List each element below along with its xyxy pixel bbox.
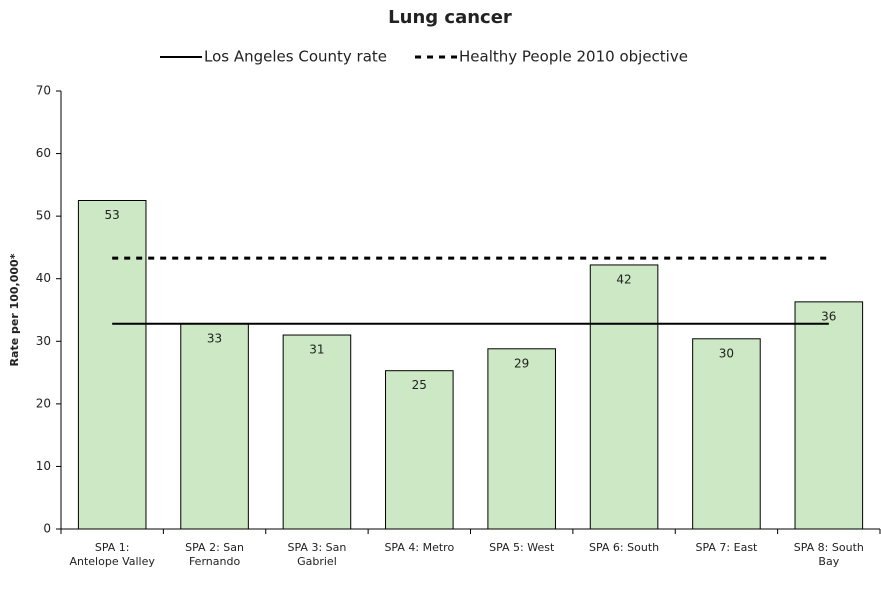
y-tick-label: 30	[36, 334, 51, 348]
x-tick-label: SPA 3: San Gabriel	[287, 541, 347, 568]
data-label: 29	[514, 356, 529, 370]
x-tick-label: SPA 1: Antelope Valley	[69, 541, 155, 568]
bar	[487, 348, 556, 530]
bar	[282, 334, 352, 530]
x-tick-label: SPA 4: Metro	[384, 541, 455, 554]
y-tick-label: 10	[36, 459, 51, 473]
x-tick-label: SPA 6: South	[589, 541, 660, 554]
data-label: 25	[412, 378, 427, 392]
data-label: 42	[616, 272, 631, 286]
x-tick-label: SPA 5: West	[489, 541, 555, 554]
bar	[692, 338, 761, 530]
bar	[794, 301, 864, 530]
bar	[180, 323, 249, 530]
y-tick-label: 70	[36, 84, 51, 98]
x-tick-label: SPA 2: San Fernando	[185, 541, 244, 568]
data-label: 33	[207, 331, 222, 345]
bar	[77, 200, 147, 530]
data-label: 36	[821, 309, 836, 323]
y-tick-label: 60	[36, 146, 51, 160]
y-tick-label: 0	[43, 522, 51, 536]
legend-label: Healthy People 2010 objective	[459, 48, 688, 66]
legend-label: Los Angeles County rate	[204, 48, 387, 66]
y-tick-label: 20	[36, 396, 51, 410]
bar	[385, 370, 454, 530]
data-label: 53	[105, 208, 120, 222]
y-axis-title: Rate per 100,000*	[8, 253, 21, 366]
x-tick-label: SPA 8: South Bay	[793, 541, 864, 568]
y-tick-label: 40	[36, 271, 51, 285]
bar	[589, 264, 659, 530]
data-label: 31	[309, 343, 324, 357]
chart-title: Lung cancer	[388, 7, 512, 28]
y-tick-label: 50	[36, 209, 51, 223]
x-tick-label: SPA 7: East	[695, 541, 758, 554]
data-label: 30	[719, 346, 734, 360]
